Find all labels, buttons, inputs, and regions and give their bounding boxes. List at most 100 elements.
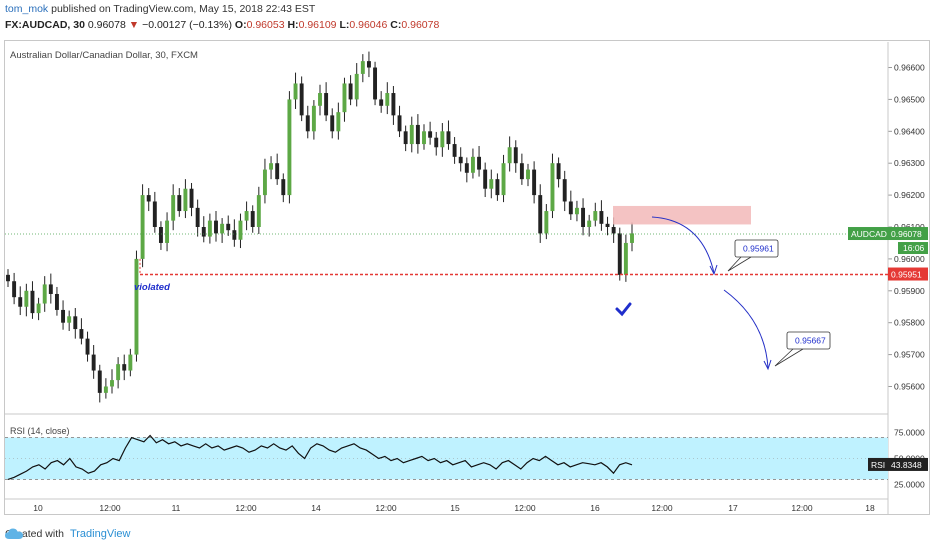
candle-body — [489, 179, 494, 189]
candle-body — [207, 220, 212, 237]
resistance-zone — [613, 205, 751, 225]
candle-body — [415, 124, 420, 145]
target-2-callout-text: 0.95667 — [795, 336, 826, 346]
candle-body — [434, 137, 439, 148]
candle-body — [262, 169, 267, 196]
publish-info: published on TradingView.com, May 15, 20… — [51, 3, 316, 15]
down-arrow-icon: ▼ — [128, 19, 140, 31]
price-change: −0.00127 (−0.13%) — [142, 19, 232, 31]
candle-body — [220, 223, 225, 234]
candle-body — [6, 274, 10, 282]
y-tick-label: 0.96300 — [894, 158, 925, 168]
candle-body — [24, 290, 29, 307]
candle-body — [91, 354, 96, 371]
x-tick-label: 12:00 — [791, 503, 813, 513]
y-tick-label: 0.96600 — [894, 63, 925, 73]
candle-body — [330, 115, 335, 132]
close-value: 0.96078 — [401, 19, 440, 31]
candle-body — [189, 188, 194, 208]
candle-body — [593, 211, 598, 221]
candle-body — [42, 284, 47, 304]
target-1-callout-text: 0.95961 — [743, 244, 774, 254]
candle-body — [287, 99, 292, 196]
candle-body — [379, 99, 384, 106]
candle-body — [318, 93, 322, 106]
candle-body — [152, 201, 157, 227]
candle-body — [79, 329, 84, 339]
arrow-head-2 — [763, 359, 772, 371]
y-tick-label: 0.96500 — [894, 94, 925, 104]
candle-body — [452, 144, 457, 157]
candle-body — [171, 195, 176, 221]
quote-bar: FX:AUDCAD, 30 0.96078 ▼ −0.00127 (−0.13%… — [5, 19, 440, 31]
candle-body — [385, 93, 390, 106]
rsi-value-text: 43.8348 — [891, 460, 922, 470]
countdown-tag — [898, 242, 928, 255]
candle-body — [409, 124, 414, 145]
candle-body — [134, 258, 139, 355]
candle-body — [226, 223, 231, 231]
candle-body — [18, 297, 23, 307]
candle-body — [623, 242, 628, 275]
candle-body — [587, 220, 592, 227]
candle-body — [61, 309, 66, 323]
x-tick-label: 11 — [172, 503, 181, 513]
candle-body — [360, 61, 365, 74]
candle-body — [532, 169, 537, 196]
candle-body — [391, 93, 396, 116]
rsi-tick-label: 25.0000 — [894, 480, 925, 490]
x-tick-label: 14 — [311, 503, 321, 513]
candle-body — [513, 147, 518, 164]
symbol-label: FX:AUDCAD, 30 — [5, 19, 85, 31]
candle-body — [538, 195, 543, 234]
candle-body — [403, 131, 408, 145]
candle-body — [354, 73, 359, 100]
candle-body — [128, 354, 133, 371]
candle-body — [477, 156, 482, 170]
candle-body — [299, 83, 304, 116]
candle-body — [507, 147, 512, 164]
candle-body — [630, 233, 634, 243]
candle-body — [311, 105, 316, 132]
arrow-head-1 — [709, 264, 718, 276]
candle-body — [73, 316, 78, 330]
countdown-label: 16:06 — [903, 243, 925, 253]
candle-body — [611, 227, 616, 234]
y-tick-label: 0.95900 — [894, 286, 925, 296]
x-tick-label: 12:00 — [514, 503, 536, 513]
candle-body — [397, 115, 402, 132]
y-tick-label: 0.95800 — [894, 318, 925, 328]
candle-body — [244, 211, 249, 221]
candle-body — [428, 131, 433, 138]
target-2-callout-pointer — [774, 348, 804, 367]
x-tick-label: 17 — [728, 503, 738, 513]
candle-body — [195, 207, 200, 227]
rsi-title: RSI (14, close) — [10, 426, 70, 436]
candle-body — [122, 364, 127, 371]
price-tag-label: 0.96078 — [891, 229, 922, 239]
rsi-value-tag-label-bg — [868, 457, 888, 471]
chart-frame — [4, 40, 930, 515]
tradingview-logo-text[interactable]: TradingView — [69, 528, 131, 540]
y-tick-label: 0.95600 — [894, 381, 925, 391]
candle-body — [165, 220, 170, 243]
author-link[interactable]: tom_mok — [5, 3, 49, 15]
x-tick-label: 12:00 — [99, 503, 121, 513]
tradingview-cloud-icon — [5, 528, 23, 539]
level-price-label: 0.95951 — [891, 270, 922, 280]
violated-label: violated — [134, 282, 170, 293]
candle-body — [183, 188, 188, 212]
candle-body — [581, 207, 586, 227]
candle-body — [556, 163, 561, 180]
candle-body — [373, 67, 378, 100]
candle-body — [36, 303, 41, 314]
candle-body — [348, 83, 353, 100]
rsi-value-tag-label: RSI — [871, 460, 885, 470]
symbol-tag — [848, 227, 888, 241]
x-tick-label: 12:00 — [235, 503, 257, 513]
y-tick-label: 0.96200 — [894, 190, 925, 200]
candle-body — [568, 201, 573, 215]
x-tick-label: 15 — [450, 503, 460, 513]
target-1-callout-box — [734, 239, 779, 258]
